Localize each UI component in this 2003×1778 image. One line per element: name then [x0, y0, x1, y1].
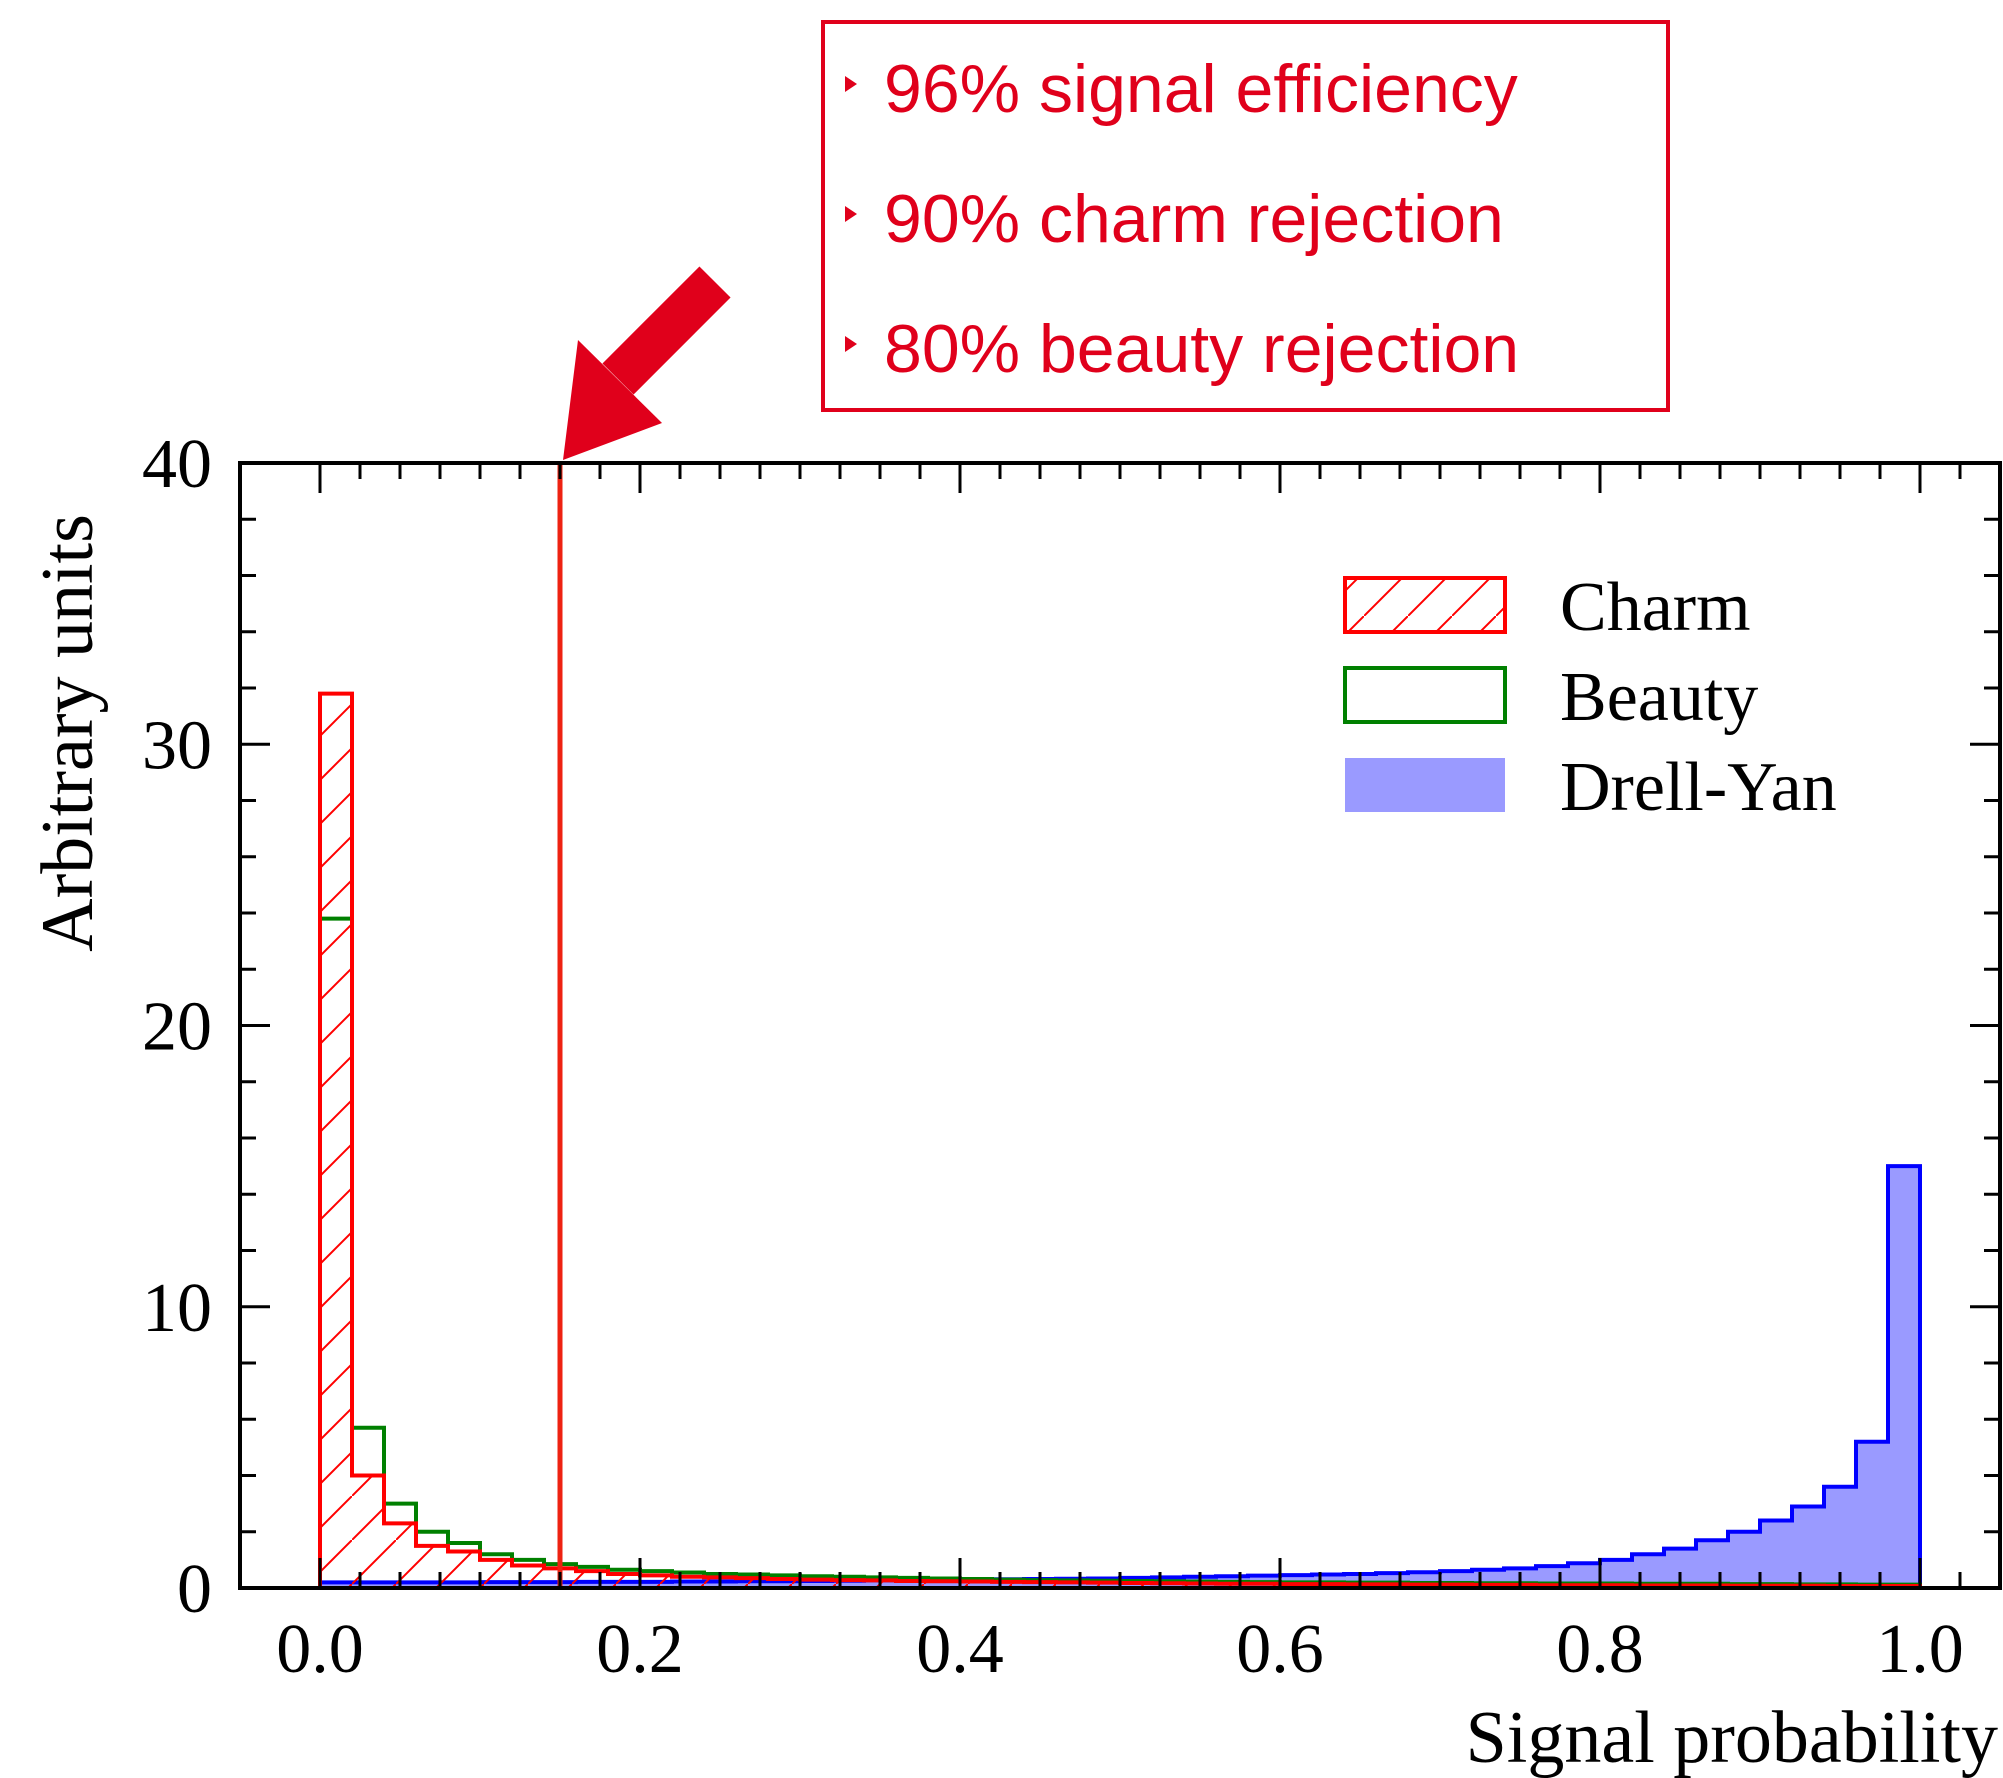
annotation-box: 96% signal efficiency 90% charm rejectio…: [821, 20, 1670, 412]
x-tick-label: 0.0: [276, 1611, 364, 1688]
legend-swatch-charm: [1343, 576, 1507, 634]
legend-label-drell-yan: Drell-Yan: [1560, 749, 1837, 826]
x-tick-label: 1.0: [1876, 1611, 1964, 1688]
tick-layer: 0.0 0.2 0.4 0.6 0.8 1.0 0 10 20 30 40: [142, 426, 2002, 1688]
x-tick-label: 0.6: [1236, 1611, 1324, 1688]
x-tick-label: 0.8: [1556, 1611, 1644, 1688]
y-tick-label: 0: [177, 1551, 212, 1628]
annotation-line-2: 90% charm rejection: [884, 181, 1504, 257]
bullet-icon: [845, 206, 857, 222]
legend-swatch-beauty: [1343, 666, 1507, 724]
x-axis-title: Signal probability: [1466, 1697, 1998, 1778]
series-outline: [318, 691, 1922, 1588]
y-axis-title: Arbitrary units: [27, 514, 109, 952]
annotation-line-3: 80% beauty rejection: [884, 311, 1519, 387]
legend-label-beauty: Beauty: [1560, 659, 1758, 736]
arrow-icon: [563, 266, 731, 460]
legend: Charm Beauty Drell-Yan: [1343, 569, 1837, 826]
legend-swatch-drell-yan: [1345, 758, 1505, 812]
y-tick-label: 30: [142, 707, 212, 784]
y-tick-label: 10: [142, 1270, 212, 1347]
bullet-icon: [845, 76, 857, 92]
x-tick-label: 0.4: [916, 1611, 1004, 1688]
legend-label-charm: Charm: [1560, 569, 1751, 646]
series-charm: [318, 691, 1922, 1588]
bullet-icon: [845, 336, 857, 352]
x-tick-label: 0.2: [596, 1611, 684, 1688]
annotation-line-1: 96% signal efficiency: [884, 51, 1518, 127]
y-tick-label: 40: [142, 426, 212, 503]
y-tick-label: 20: [142, 989, 212, 1066]
series-fill: [320, 1166, 1920, 1588]
